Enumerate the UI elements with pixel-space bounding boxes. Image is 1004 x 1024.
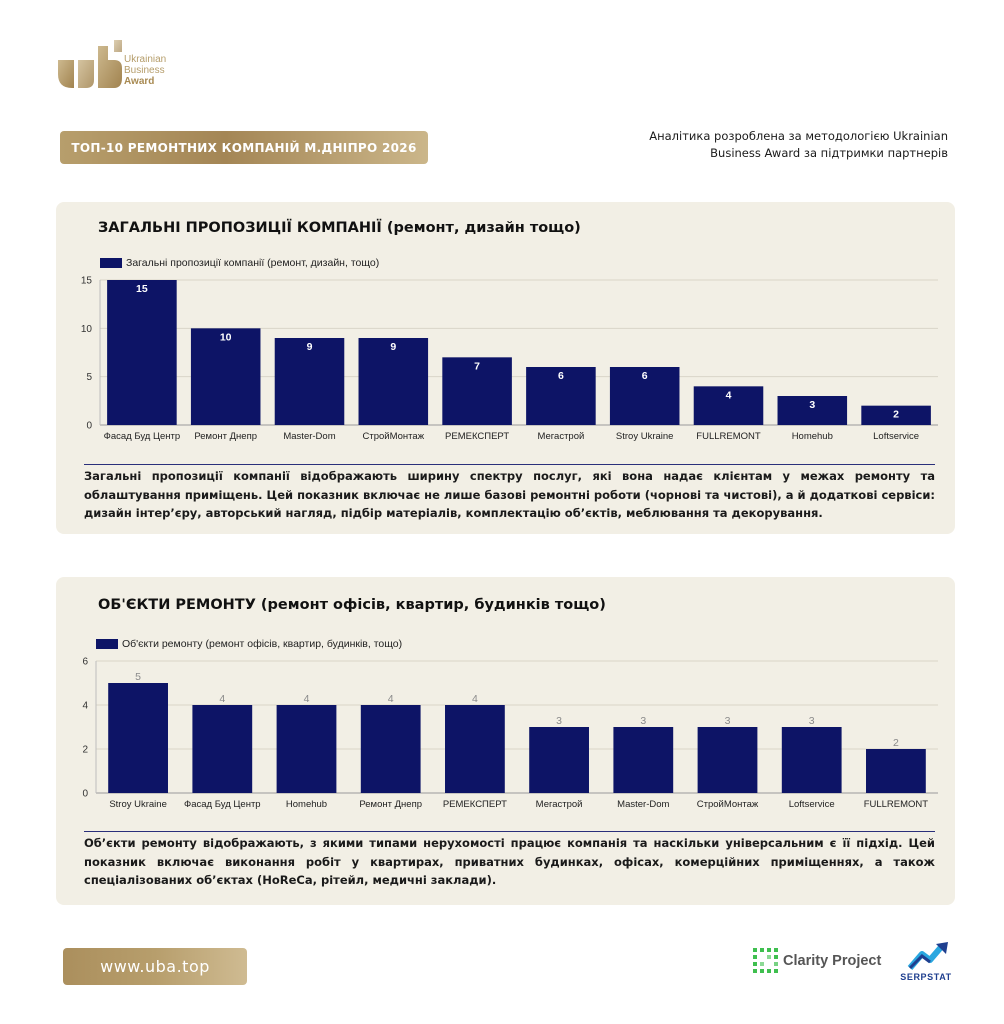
data-label: 4 bbox=[304, 693, 310, 705]
data-label: 9 bbox=[307, 341, 313, 353]
legend-swatch bbox=[96, 639, 118, 649]
x-tick-label: Stroy Ukraine bbox=[109, 799, 167, 810]
data-label: 3 bbox=[725, 715, 731, 727]
bar bbox=[107, 280, 177, 425]
bar bbox=[358, 338, 429, 425]
data-label: 9 bbox=[390, 341, 396, 353]
bar bbox=[613, 727, 674, 793]
bar bbox=[693, 386, 764, 425]
divider bbox=[84, 464, 935, 465]
logo-line-3: Award bbox=[124, 76, 155, 87]
data-label: 3 bbox=[640, 715, 646, 727]
analytics-note: Аналітика розроблена за методологією Ukr… bbox=[649, 129, 948, 160]
bar bbox=[108, 683, 168, 793]
x-tick-label: Мегастрой bbox=[537, 431, 584, 442]
uba-logo-icon bbox=[58, 40, 122, 88]
data-label: 6 bbox=[642, 370, 648, 382]
x-tick-label: Master-Dom bbox=[283, 431, 335, 442]
x-tick-label: Ремонт Днепр bbox=[359, 799, 422, 810]
chart-card-objects: ОБ'ЄКТИ РЕМОНТУ (ремонт офісів, квартир,… bbox=[56, 577, 955, 905]
data-label: 4 bbox=[388, 693, 394, 705]
bar bbox=[192, 705, 253, 793]
data-label: 4 bbox=[726, 389, 732, 401]
data-label: 7 bbox=[474, 360, 480, 372]
clarity-project-logo-icon bbox=[753, 948, 778, 973]
clarity-project-name: Clarity Project bbox=[783, 952, 882, 969]
x-tick-label: Stroy Ukraine bbox=[616, 431, 674, 442]
data-label: 3 bbox=[809, 715, 815, 727]
bar bbox=[777, 396, 848, 425]
bar bbox=[609, 367, 680, 425]
x-tick-label: РЕМЕКСПЕРТ bbox=[445, 431, 509, 442]
serpstat-logo: SERPSTAT bbox=[896, 940, 956, 984]
data-label: 6 bbox=[558, 370, 564, 382]
bar bbox=[190, 328, 261, 425]
bar bbox=[445, 705, 505, 793]
x-tick-label: Ремонт Днепр bbox=[194, 431, 257, 442]
data-label: 3 bbox=[809, 399, 815, 411]
x-tick-label: FULLREMONT bbox=[696, 431, 761, 442]
bar-chart-objects: 0 2 4 6 5 Stroy Ukraine 4 Фасад Буд Центр 4 Homeh… bbox=[82, 657, 938, 810]
x-tick-label: СтройМонтаж bbox=[697, 799, 759, 810]
bar bbox=[529, 727, 589, 793]
y-tick-label: 0 bbox=[82, 789, 88, 800]
x-tick-label: Homehub bbox=[792, 431, 833, 442]
serpstat-name: SERPSTAT bbox=[900, 972, 952, 982]
x-tick-label: Фасад Буд Центр bbox=[104, 431, 181, 442]
logo-line-2: Business bbox=[124, 65, 165, 76]
x-tick-label: СтройМонтаж bbox=[363, 431, 425, 442]
data-label: 2 bbox=[893, 409, 899, 421]
data-label: 5 bbox=[135, 671, 141, 683]
bar bbox=[274, 338, 345, 425]
divider bbox=[84, 831, 935, 832]
bar bbox=[526, 367, 596, 425]
serpstat-logo-icon bbox=[907, 942, 948, 970]
x-tick-label: Loftservice bbox=[789, 799, 835, 810]
bar bbox=[866, 749, 926, 793]
chart-card-offers: ЗАГАЛЬНІ ПРОПОЗИЦІЇ КОМПАНІЇ (ремонт, ди… bbox=[56, 202, 955, 534]
data-label: 15 bbox=[136, 283, 148, 295]
clarity-project-logo: Clarity Project bbox=[753, 948, 881, 973]
bar-chart-offers: 0 5 10 15 15 Фасад Буд Центр 10 Ремонт Днепр 9 Ma… bbox=[81, 276, 938, 442]
logo-line-1: Ukrainian bbox=[124, 54, 167, 65]
x-tick-label: Loftservice bbox=[873, 431, 919, 442]
y-tick-label: 0 bbox=[86, 421, 92, 432]
bar bbox=[861, 405, 931, 425]
x-tick-label: Homehub bbox=[286, 799, 327, 810]
y-tick-label: 10 bbox=[81, 324, 93, 335]
legend-label: Загальні пропозиції компанії (ремонт, ди… bbox=[126, 257, 380, 269]
chart-description: Загальні пропозиції компанії відображают… bbox=[84, 469, 935, 520]
x-tick-label: FULLREMONT bbox=[864, 799, 929, 810]
chart-legend: Загальні пропозиції компанії (ремонт, ди… bbox=[100, 257, 379, 269]
y-tick-label: 5 bbox=[86, 372, 92, 383]
logo-text: Ukrainian Business Award bbox=[124, 54, 166, 87]
x-tick-label: Фасад Буд Центр bbox=[184, 799, 261, 810]
bar bbox=[442, 357, 512, 425]
x-tick-label: Master-Dom bbox=[617, 799, 669, 810]
chart-legend: Об'єкти ремонту (ремонт офісів, квартир,… bbox=[96, 638, 402, 650]
chart-description: Об’єкти ремонту відображають, з якими ти… bbox=[84, 836, 935, 887]
y-tick-label: 15 bbox=[81, 276, 93, 287]
data-label: 10 bbox=[220, 331, 232, 343]
data-label: 4 bbox=[219, 693, 225, 705]
x-tick-label: Мегастрой bbox=[536, 799, 583, 810]
data-label: 3 bbox=[556, 715, 562, 727]
legend-label: Об'єкти ремонту (ремонт офісів, квартир,… bbox=[122, 638, 403, 650]
bar bbox=[781, 727, 842, 793]
bar bbox=[360, 705, 421, 793]
legend-swatch bbox=[100, 258, 122, 268]
page-title: ТОП-10 РЕМОНТНИХ КОМПАНІЙ М.ДНІПРО 2026 bbox=[60, 131, 428, 164]
bar bbox=[276, 705, 337, 793]
bar bbox=[697, 727, 758, 793]
data-label: 4 bbox=[472, 693, 478, 705]
x-tick-label: РЕМЕКСПЕРТ bbox=[443, 799, 507, 810]
chart-title: ЗАГАЛЬНІ ПРОПОЗИЦІЇ КОМПАНІЇ (ремонт, ди… bbox=[98, 220, 581, 236]
y-tick-label: 6 bbox=[82, 657, 88, 668]
y-tick-label: 4 bbox=[82, 701, 88, 712]
y-tick-label: 2 bbox=[82, 745, 88, 756]
chart-title: ОБ'ЄКТИ РЕМОНТУ (ремонт офісів, квартир,… bbox=[98, 597, 606, 613]
data-label: 2 bbox=[893, 737, 899, 749]
website-link[interactable]: www.uba.top bbox=[63, 948, 247, 985]
